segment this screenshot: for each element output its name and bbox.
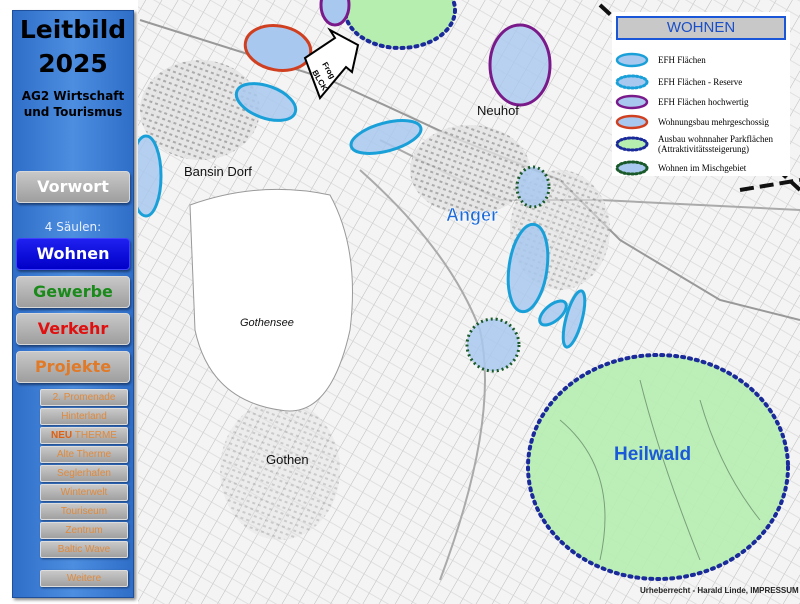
project-label: Seglerhafen — [57, 468, 111, 479]
project-button[interactable]: Hinterland — [40, 408, 128, 425]
legend-item: Ausbau wohnnaher Parkflächen (Attraktivit… — [614, 134, 773, 154]
project-label: Zentrum — [65, 525, 103, 536]
project-label: Alte Therme — [56, 449, 112, 460]
project-button[interactable]: Zentrum — [40, 522, 128, 539]
legend-label: EFH Flächen hochwertig — [658, 97, 749, 107]
legend: WOHNEN EFH Flächen EFH Flächen - Reserve E… — [612, 12, 790, 176]
project-button[interactable]: NEU THERME — [40, 427, 128, 444]
legend-item: EFH Flächen — [614, 52, 706, 68]
title-line1: Leitbild — [19, 15, 127, 44]
project-label: Hinterland — [61, 411, 107, 422]
project-label: Baltic Wave — [57, 544, 111, 555]
subtitle-line2: und Tourismus — [23, 105, 123, 119]
label-heilwald: Heilwald — [614, 444, 691, 465]
project-button[interactable]: Touriseum — [40, 503, 128, 520]
label-gothen: Gothen — [266, 452, 309, 467]
project-button[interactable]: Winterwelt — [40, 484, 128, 501]
verkehr-button[interactable]: Verkehr — [16, 313, 130, 345]
heilwald-area — [526, 353, 790, 581]
saeulen-label: 4 Säulen: — [44, 220, 102, 234]
project-label: THERME — [74, 430, 117, 441]
project-button[interactable]: 2. Promenade — [40, 389, 128, 406]
legend-label: Ausbau wohnnaher Parkflächen — [658, 134, 773, 144]
legend-swatch-icon — [615, 160, 649, 176]
legend-swatch-icon — [615, 114, 649, 130]
legend-label: Wohnen im Mischgebiet — [658, 163, 747, 173]
project-button[interactable]: Seglerhafen — [40, 465, 128, 482]
legend-swatch-icon — [615, 74, 649, 90]
sidebar: Leitbild 2025 AG2 Wirtschaft und Tourism… — [12, 10, 134, 598]
new-badge: NEU — [51, 430, 73, 441]
project-label: Touriseum — [60, 506, 108, 517]
title-line2: 2025 — [38, 49, 108, 78]
project-button[interactable]: Alte Therme — [40, 446, 128, 463]
legend-label: Wohnungsbau mehrgeschossig — [658, 117, 769, 127]
label-gothensee: Gothensee — [240, 317, 294, 329]
projekte-button[interactable]: Projekte — [16, 351, 130, 383]
legend-title: WOHNEN — [616, 16, 786, 40]
legend-item: Wohnungsbau mehrgeschossig — [614, 114, 769, 130]
legend-swatch-icon — [615, 136, 649, 152]
project-button[interactable]: Baltic Wave — [40, 541, 128, 558]
project-label: 2. Promenade — [52, 392, 116, 403]
subtitle-line1: AG2 Wirtschaft — [21, 89, 125, 103]
copyright-link[interactable]: Urheberrecht - Harald Linde, IMPRESSUM — [640, 586, 799, 595]
legend-item: EFH Flächen - Reserve — [614, 74, 742, 90]
wohnen-button[interactable]: Wohnen — [16, 238, 130, 270]
gewerbe-button[interactable]: Gewerbe — [16, 276, 130, 308]
frog-blck-arrow: Frog BLCK — [303, 27, 360, 100]
area-hochwertig — [488, 23, 552, 107]
legend-swatch-icon — [615, 52, 649, 68]
legend-label: EFH Flächen - Reserve — [658, 77, 743, 87]
legend-item: EFH Flächen hochwertig — [614, 94, 748, 110]
label-bansin-dorf: Bansin Dorf — [184, 164, 252, 179]
weitere-button[interactable]: Weitere — [40, 570, 128, 587]
legend-item: Wohnen im Mischgebiet — [614, 160, 746, 176]
legend-label: EFH Flächen — [658, 55, 706, 65]
project-label: Winterwelt — [60, 487, 108, 498]
legend-swatch-icon — [615, 94, 649, 110]
legend-label-2: (Attraktivitätssteigerung) — [658, 144, 749, 154]
label-anger: Anger — [446, 205, 498, 225]
vorwort-button[interactable]: Vorwort — [16, 171, 130, 203]
label-neuhof: Neuhof — [477, 103, 519, 118]
